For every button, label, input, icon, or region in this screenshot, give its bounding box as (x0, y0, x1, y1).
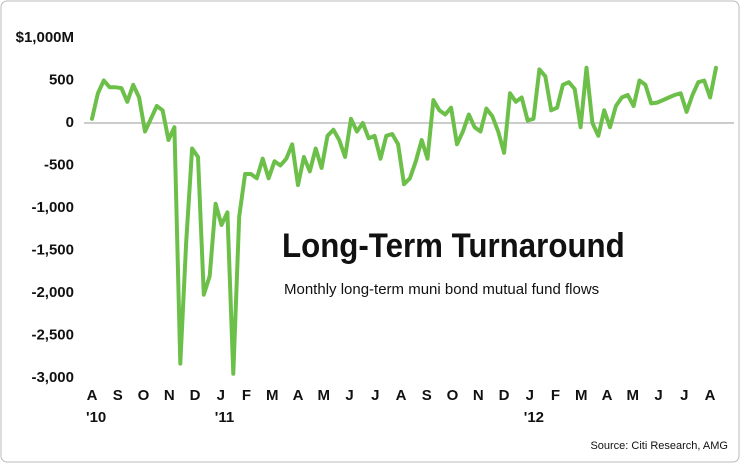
x-year-label: '10 (86, 409, 106, 426)
x-tick-label: D (190, 387, 201, 404)
x-tick-label: J (345, 387, 353, 404)
x-tick-label: J (654, 387, 662, 404)
x-tick-label: J (371, 387, 379, 404)
x-tick-label: A (705, 387, 716, 404)
x-tick-label: S (422, 387, 432, 404)
x-tick-label: J (526, 387, 534, 404)
x-tick-label: S (113, 387, 123, 404)
chart-subtitle: Monthly long-term muni bond mutual fund … (284, 281, 599, 298)
x-tick-label: J (217, 387, 225, 404)
title-box (272, 222, 702, 304)
y-tick-label: 0 (66, 114, 74, 131)
x-tick-label: D (499, 387, 510, 404)
x-tick-label: F (242, 387, 251, 404)
x-tick-label: O (138, 387, 150, 404)
source: Source: Citi Research, AMG (590, 440, 728, 452)
y-tick-label: 500 (49, 71, 74, 88)
x-tick-label: A (602, 387, 613, 404)
x-year-label: '12 (524, 409, 544, 426)
y-tick-label: -1,000 (31, 199, 74, 216)
y-tick-label: -2,500 (31, 326, 74, 343)
x-tick-label: N (164, 387, 175, 404)
x-year-label: '11 (215, 409, 234, 426)
chart-title: Long-Term Turnaround (282, 226, 625, 265)
x-tick-label: A (293, 387, 304, 404)
y-tick-label: $1,000M (16, 29, 74, 46)
x-tick-label: M (627, 387, 640, 404)
x-tick-label: J (680, 387, 688, 404)
plot: $1,000M 500 0 -500 -1,000 -1,500 -2,000 -2,500 -… (16, 29, 734, 426)
x-tick-label: M (318, 387, 331, 404)
y-tick-label: -1,500 (31, 241, 74, 258)
y-tick-label: -500 (44, 156, 74, 173)
x-tick-label: A (87, 387, 98, 404)
x-tick-label: F (551, 387, 560, 404)
x-tick-label: M (266, 387, 279, 404)
x-tick-label: N (473, 387, 484, 404)
x-tick-label: O (447, 387, 459, 404)
x-tick-label: M (575, 387, 588, 404)
y-tick-label: -3,000 (31, 369, 74, 386)
x-tick-label: A (396, 387, 407, 404)
data-line (90, 65, 718, 376)
y-tick-label: -2,000 (31, 284, 74, 301)
